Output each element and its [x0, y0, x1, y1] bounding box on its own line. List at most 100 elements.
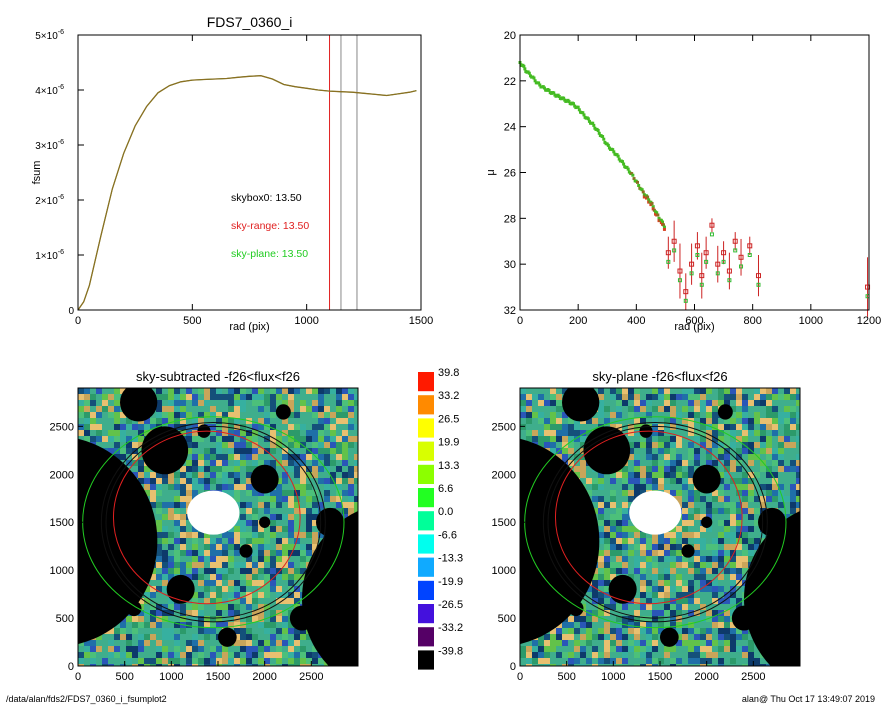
noise-cell — [532, 652, 538, 658]
noise-cell — [120, 448, 126, 454]
noise-cell — [700, 406, 706, 412]
noise-cell — [688, 514, 694, 520]
noise-cell — [610, 598, 616, 604]
noise-cell — [162, 580, 168, 586]
noise-cell — [294, 388, 300, 394]
noise-cell — [300, 508, 306, 514]
noise-cell — [252, 442, 258, 448]
noise-cell — [336, 484, 342, 490]
noise-cell — [616, 556, 622, 562]
mu-point — [652, 208, 656, 212]
noise-cell — [216, 592, 222, 598]
noise-cell — [658, 610, 664, 616]
noise-cell — [252, 580, 258, 586]
noise-cell — [216, 460, 222, 466]
noise-cell — [760, 400, 766, 406]
mask-region — [701, 516, 713, 528]
noise-cell — [270, 388, 276, 394]
noise-cell — [234, 550, 240, 556]
noise-cell — [694, 538, 700, 544]
noise-cell — [736, 544, 742, 550]
noise-cell — [712, 550, 718, 556]
noise-cell — [724, 646, 730, 652]
noise-cell — [646, 634, 652, 640]
noise-cell — [318, 532, 324, 538]
noise-cell — [168, 394, 174, 400]
noise-cell — [664, 574, 670, 580]
noise-cell — [628, 442, 634, 448]
noise-cell — [204, 532, 210, 538]
noise-cell — [240, 598, 246, 604]
noise-cell — [306, 430, 312, 436]
fsum-xtick-label: 500 — [183, 315, 201, 327]
noise-cell — [670, 400, 676, 406]
noise-cell — [568, 652, 574, 658]
noise-cell — [574, 646, 580, 652]
noise-cell — [186, 472, 192, 478]
noise-cell — [102, 394, 108, 400]
noise-cell — [724, 544, 730, 550]
noise-cell — [754, 442, 760, 448]
noise-cell — [718, 400, 724, 406]
noise-cell — [294, 454, 300, 460]
noise-cell — [796, 496, 800, 502]
noise-cell — [198, 562, 204, 568]
noise-cell — [120, 436, 126, 442]
noise-cell — [526, 664, 532, 666]
noise-cell — [300, 634, 306, 640]
noise-cell — [282, 460, 288, 466]
noise-cell — [198, 610, 204, 616]
noise-cell — [730, 514, 736, 520]
noise-cell — [234, 418, 240, 424]
noise-cell — [294, 544, 300, 550]
noise-cell — [700, 496, 706, 502]
noise-cell — [270, 634, 276, 640]
noise-cell — [288, 526, 294, 532]
noise-cell — [258, 604, 264, 610]
noise-cell — [216, 442, 222, 448]
noise-cell — [736, 628, 742, 634]
noise-cell — [252, 538, 258, 544]
mu-point — [562, 96, 566, 100]
noise-cell — [318, 436, 324, 442]
noise-cell — [312, 412, 318, 418]
noise-cell — [652, 586, 658, 592]
noise-cell — [288, 568, 294, 574]
noise-cell — [282, 628, 288, 634]
noise-cell — [318, 424, 324, 430]
noise-cell — [84, 646, 90, 652]
noise-cell — [604, 574, 610, 580]
noise-cell — [282, 472, 288, 478]
noise-cell — [646, 394, 652, 400]
noise-cell — [138, 616, 144, 622]
mu-point — [532, 76, 536, 80]
noise-cell — [748, 526, 754, 532]
noise-cell — [778, 466, 784, 472]
noise-cell — [664, 394, 670, 400]
noise-cell — [156, 622, 162, 628]
noise-cell — [616, 472, 622, 478]
noise-cell — [186, 664, 192, 666]
noise-cell — [700, 574, 706, 580]
noise-cell — [718, 472, 724, 478]
noise-cell — [96, 430, 102, 436]
noise-cell — [318, 412, 324, 418]
noise-cell — [760, 430, 766, 436]
noise-cell — [216, 556, 222, 562]
noise-cell — [628, 550, 634, 556]
noise-cell — [288, 628, 294, 634]
noise-cell — [598, 412, 604, 418]
noise-cell — [252, 598, 258, 604]
noise-cell — [240, 592, 246, 598]
noise-cell — [586, 622, 592, 628]
noise-cell — [760, 436, 766, 442]
noise-cell — [622, 616, 628, 622]
noise-cell — [706, 418, 712, 424]
noise-cell — [622, 520, 628, 526]
noise-cell — [724, 550, 730, 556]
colorbar-swatch — [418, 627, 434, 647]
noise-cell — [742, 400, 748, 406]
noise-cell — [156, 586, 162, 592]
noise-cell — [670, 394, 676, 400]
noise-cell — [676, 658, 682, 664]
